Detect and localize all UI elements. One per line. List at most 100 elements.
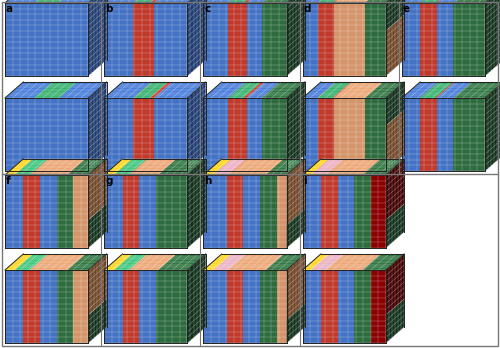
Polygon shape <box>88 204 106 248</box>
Polygon shape <box>420 82 454 98</box>
Polygon shape <box>485 0 500 76</box>
Polygon shape <box>302 0 336 3</box>
Polygon shape <box>302 3 318 76</box>
Polygon shape <box>302 98 318 171</box>
Polygon shape <box>334 0 384 3</box>
Polygon shape <box>158 254 206 270</box>
Polygon shape <box>188 82 206 171</box>
Polygon shape <box>104 98 134 171</box>
Polygon shape <box>204 270 227 343</box>
Polygon shape <box>286 208 305 248</box>
Polygon shape <box>311 159 344 175</box>
Polygon shape <box>262 3 286 76</box>
Polygon shape <box>104 270 122 343</box>
Polygon shape <box>302 82 336 98</box>
Polygon shape <box>114 159 148 175</box>
Polygon shape <box>204 3 229 76</box>
Polygon shape <box>40 175 56 248</box>
Polygon shape <box>5 3 88 76</box>
Polygon shape <box>188 0 206 76</box>
Polygon shape <box>246 82 280 98</box>
Polygon shape <box>436 98 454 171</box>
Polygon shape <box>156 175 188 248</box>
Polygon shape <box>204 254 232 270</box>
Polygon shape <box>334 82 384 98</box>
Polygon shape <box>88 82 106 171</box>
Polygon shape <box>228 159 284 175</box>
Polygon shape <box>326 254 381 270</box>
Polygon shape <box>228 82 265 98</box>
Polygon shape <box>246 0 280 3</box>
Text: h: h <box>204 176 212 186</box>
Polygon shape <box>485 82 500 171</box>
Polygon shape <box>311 254 344 270</box>
Polygon shape <box>371 175 386 248</box>
Polygon shape <box>88 254 106 315</box>
Polygon shape <box>73 175 88 248</box>
Polygon shape <box>454 0 500 3</box>
Polygon shape <box>286 0 305 76</box>
Polygon shape <box>386 204 404 248</box>
Polygon shape <box>386 299 404 343</box>
Polygon shape <box>354 175 371 248</box>
Polygon shape <box>420 3 436 76</box>
Text: g: g <box>105 176 112 186</box>
Polygon shape <box>262 98 286 171</box>
Polygon shape <box>204 82 246 98</box>
Polygon shape <box>104 175 122 248</box>
Polygon shape <box>104 0 152 3</box>
Polygon shape <box>338 175 354 248</box>
Polygon shape <box>246 3 262 76</box>
Polygon shape <box>34 82 78 98</box>
Polygon shape <box>420 0 455 3</box>
Polygon shape <box>134 3 154 76</box>
Polygon shape <box>436 3 454 76</box>
Polygon shape <box>188 159 206 248</box>
Polygon shape <box>244 270 260 343</box>
Polygon shape <box>5 270 24 343</box>
Polygon shape <box>354 270 371 343</box>
Polygon shape <box>386 15 404 76</box>
Polygon shape <box>386 82 404 126</box>
Polygon shape <box>334 3 365 76</box>
Polygon shape <box>68 254 106 270</box>
Polygon shape <box>386 0 404 31</box>
Polygon shape <box>15 254 48 270</box>
Polygon shape <box>88 159 106 220</box>
Polygon shape <box>5 159 34 175</box>
Polygon shape <box>318 0 352 3</box>
Text: f: f <box>6 176 10 186</box>
Polygon shape <box>134 98 154 171</box>
Polygon shape <box>154 0 206 3</box>
Polygon shape <box>30 254 86 270</box>
Polygon shape <box>246 98 262 171</box>
Polygon shape <box>214 159 246 175</box>
Polygon shape <box>286 159 305 224</box>
Polygon shape <box>129 159 176 175</box>
Polygon shape <box>228 3 246 76</box>
Polygon shape <box>302 159 329 175</box>
Polygon shape <box>276 270 286 343</box>
Polygon shape <box>338 270 354 343</box>
Polygon shape <box>436 0 472 3</box>
Polygon shape <box>402 0 438 3</box>
Polygon shape <box>244 175 260 248</box>
Polygon shape <box>386 159 404 220</box>
Polygon shape <box>386 110 404 171</box>
Polygon shape <box>154 82 206 98</box>
Text: b: b <box>105 4 112 14</box>
Polygon shape <box>262 0 305 3</box>
Polygon shape <box>302 175 321 248</box>
Polygon shape <box>104 254 132 270</box>
Text: e: e <box>403 4 410 14</box>
Polygon shape <box>68 159 106 175</box>
Polygon shape <box>204 0 246 3</box>
Polygon shape <box>266 254 305 270</box>
Polygon shape <box>122 270 139 343</box>
Polygon shape <box>362 159 404 175</box>
Polygon shape <box>5 175 24 248</box>
Polygon shape <box>214 254 246 270</box>
Polygon shape <box>154 98 188 171</box>
Polygon shape <box>158 159 206 175</box>
Polygon shape <box>5 0 106 3</box>
